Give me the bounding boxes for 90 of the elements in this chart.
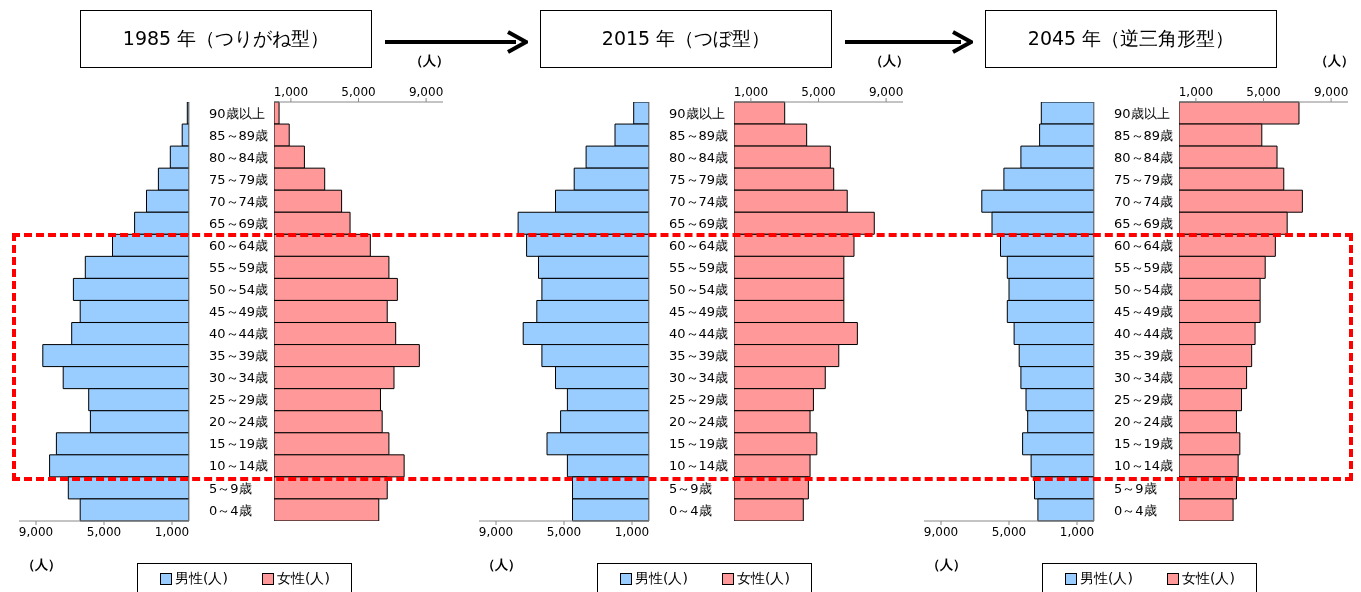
chart-title: 2045 年（逆三角形型） bbox=[985, 10, 1277, 68]
y-tick-label: 5～9歳 bbox=[669, 480, 712, 496]
y-tick-label: 70～74歳 bbox=[1114, 193, 1174, 209]
y-tick-label: 20～24歳 bbox=[669, 414, 729, 430]
y-tick-label: 60～64歳 bbox=[669, 237, 729, 253]
legend-label: 男性(人) bbox=[1079, 570, 1133, 588]
x-tick-label: 1,000 bbox=[273, 85, 309, 99]
y-tick-label: 90歳以上 bbox=[209, 105, 265, 121]
y-tick-label: 0～4歳 bbox=[1114, 502, 1157, 518]
y-tick-label: 30～34歳 bbox=[209, 370, 269, 386]
x-tick-label: 9,000 bbox=[868, 85, 904, 99]
y-tick-label: 45～49歳 bbox=[669, 304, 729, 320]
y-tick-label: 35～39歳 bbox=[1114, 348, 1174, 364]
y-tick-label: 40～44歳 bbox=[1114, 326, 1174, 342]
y-tick-label: 40～44歳 bbox=[669, 326, 729, 342]
y-tick-label: 65～69歳 bbox=[1114, 215, 1174, 231]
chart-title: 1985 年（つりがね型） bbox=[80, 10, 372, 68]
x-axis-title: （人） bbox=[927, 556, 966, 574]
y-tick-label: 20～24歳 bbox=[1114, 414, 1174, 430]
y-tick-label: 80～84歳 bbox=[1114, 149, 1174, 165]
y-tick-label: 55～59歳 bbox=[669, 260, 729, 276]
y-tick-label: 60～64歳 bbox=[209, 237, 269, 253]
y-tick-label: 0～4歳 bbox=[209, 502, 252, 518]
y-tick-label: 90歳以上 bbox=[669, 105, 725, 121]
y-tick-label: 45～49歳 bbox=[1114, 304, 1174, 320]
x-tick-label: 1,000 bbox=[1178, 85, 1214, 99]
x-tick-label: 1,000 bbox=[733, 85, 769, 99]
chart-title: 2015 年（つぼ型） bbox=[540, 10, 832, 68]
legend-label: 男性(人) bbox=[634, 570, 688, 588]
y-tick-label: 80～84歳 bbox=[669, 149, 729, 165]
legend-label: 女性(人) bbox=[1181, 570, 1235, 588]
y-tick-label: 35～39歳 bbox=[669, 348, 729, 364]
y-tick-label: 15～19歳 bbox=[209, 436, 269, 452]
legend-label: 女性(人) bbox=[276, 570, 330, 588]
x-axis-title: （人） bbox=[482, 556, 521, 574]
x-tick-label: 9,000 bbox=[1313, 85, 1349, 99]
y-tick-label: 10～14歳 bbox=[1114, 458, 1174, 474]
x-axis-title: （人） bbox=[410, 52, 449, 70]
y-tick-label: 75～79歳 bbox=[209, 171, 269, 187]
y-tick-label: 75～79歳 bbox=[1114, 171, 1174, 187]
y-tick-label: 75～79歳 bbox=[669, 171, 729, 187]
x-tick-label: 9,000 bbox=[923, 524, 959, 539]
y-tick-label: 80～84歳 bbox=[209, 149, 269, 165]
y-tick-label: 85～89歳 bbox=[209, 127, 269, 143]
y-tick-label: 15～19歳 bbox=[669, 436, 729, 452]
x-tick-label: 5,000 bbox=[991, 524, 1027, 539]
y-tick-label: 10～14歳 bbox=[669, 458, 729, 474]
y-tick-label: 50～54歳 bbox=[1114, 282, 1174, 298]
y-tick-label: 35～39歳 bbox=[209, 348, 269, 364]
x-axis-title: （人） bbox=[870, 52, 909, 70]
y-tick-label: 85～89歳 bbox=[1114, 127, 1174, 143]
y-tick-label: 25～29歳 bbox=[1114, 392, 1174, 408]
y-tick-label: 30～34歳 bbox=[669, 370, 729, 386]
y-tick-label: 5～9歳 bbox=[1114, 480, 1157, 496]
x-tick-label: 5,000 bbox=[1246, 85, 1281, 99]
y-tick-label: 25～29歳 bbox=[209, 392, 269, 408]
y-tick-label: 85～89歳 bbox=[669, 127, 729, 143]
x-tick-label: 1,000 bbox=[614, 524, 650, 539]
x-tick-label: 5,000 bbox=[341, 85, 376, 99]
y-tick-label: 25～29歳 bbox=[669, 392, 729, 408]
y-tick-label: 30～34歳 bbox=[1114, 370, 1174, 386]
y-tick-label: 65～69歳 bbox=[209, 215, 269, 231]
x-tick-label: 5,000 bbox=[546, 524, 582, 539]
x-tick-label: 5,000 bbox=[86, 524, 122, 539]
y-tick-label: 15～19歳 bbox=[1114, 436, 1174, 452]
legend-label: 女性(人) bbox=[736, 570, 790, 588]
x-tick-label: 9,000 bbox=[18, 524, 54, 539]
y-tick-label: 40～44歳 bbox=[209, 326, 269, 342]
x-axis-title: （人） bbox=[1315, 52, 1354, 70]
y-tick-label: 55～59歳 bbox=[209, 260, 269, 276]
x-tick-label: 9,000 bbox=[478, 524, 514, 539]
y-tick-label: 45～49歳 bbox=[209, 304, 269, 320]
y-tick-label: 50～54歳 bbox=[209, 282, 269, 298]
x-tick-label: 5,000 bbox=[801, 85, 836, 99]
y-tick-label: 65～69歳 bbox=[669, 215, 729, 231]
y-tick-label: 70～74歳 bbox=[209, 193, 269, 209]
x-axis-title: （人） bbox=[22, 556, 61, 574]
y-tick-label: 50～54歳 bbox=[669, 282, 729, 298]
x-tick-label: 1,000 bbox=[154, 524, 190, 539]
x-tick-label: 9,000 bbox=[408, 85, 444, 99]
y-tick-label: 10～14歳 bbox=[209, 458, 269, 474]
x-tick-label: 1,000 bbox=[1059, 524, 1095, 539]
y-tick-label: 55～59歳 bbox=[1114, 260, 1174, 276]
y-tick-label: 20～24歳 bbox=[209, 414, 269, 430]
legend-label: 男性(人) bbox=[174, 570, 228, 588]
y-tick-label: 0～4歳 bbox=[669, 502, 712, 518]
y-tick-label: 90歳以上 bbox=[1114, 105, 1170, 121]
y-tick-label: 60～64歳 bbox=[1114, 237, 1174, 253]
y-tick-label: 5～9歳 bbox=[209, 480, 252, 496]
y-tick-label: 70～74歳 bbox=[669, 193, 729, 209]
